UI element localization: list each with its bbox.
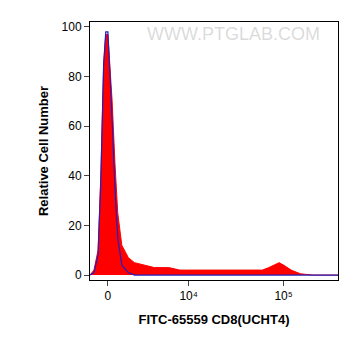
svg-text:20: 20 [68, 219, 82, 233]
svg-text:0: 0 [105, 289, 112, 303]
svg-text:WWW.PTGLAB.COM: WWW.PTGLAB.COM [147, 24, 320, 44]
svg-text:Relative Cell Number: Relative Cell Number [36, 86, 51, 216]
svg-text:10⁵: 10⁵ [274, 289, 292, 303]
svg-text:80: 80 [68, 70, 82, 84]
svg-text:100: 100 [62, 20, 82, 34]
svg-text:40: 40 [68, 169, 82, 183]
svg-text:10⁴: 10⁴ [179, 289, 198, 303]
svg-text:0: 0 [75, 268, 82, 282]
svg-text:FITC-65559 CD8(UCHT4): FITC-65559 CD8(UCHT4) [139, 312, 290, 327]
svg-text:60: 60 [68, 119, 82, 133]
